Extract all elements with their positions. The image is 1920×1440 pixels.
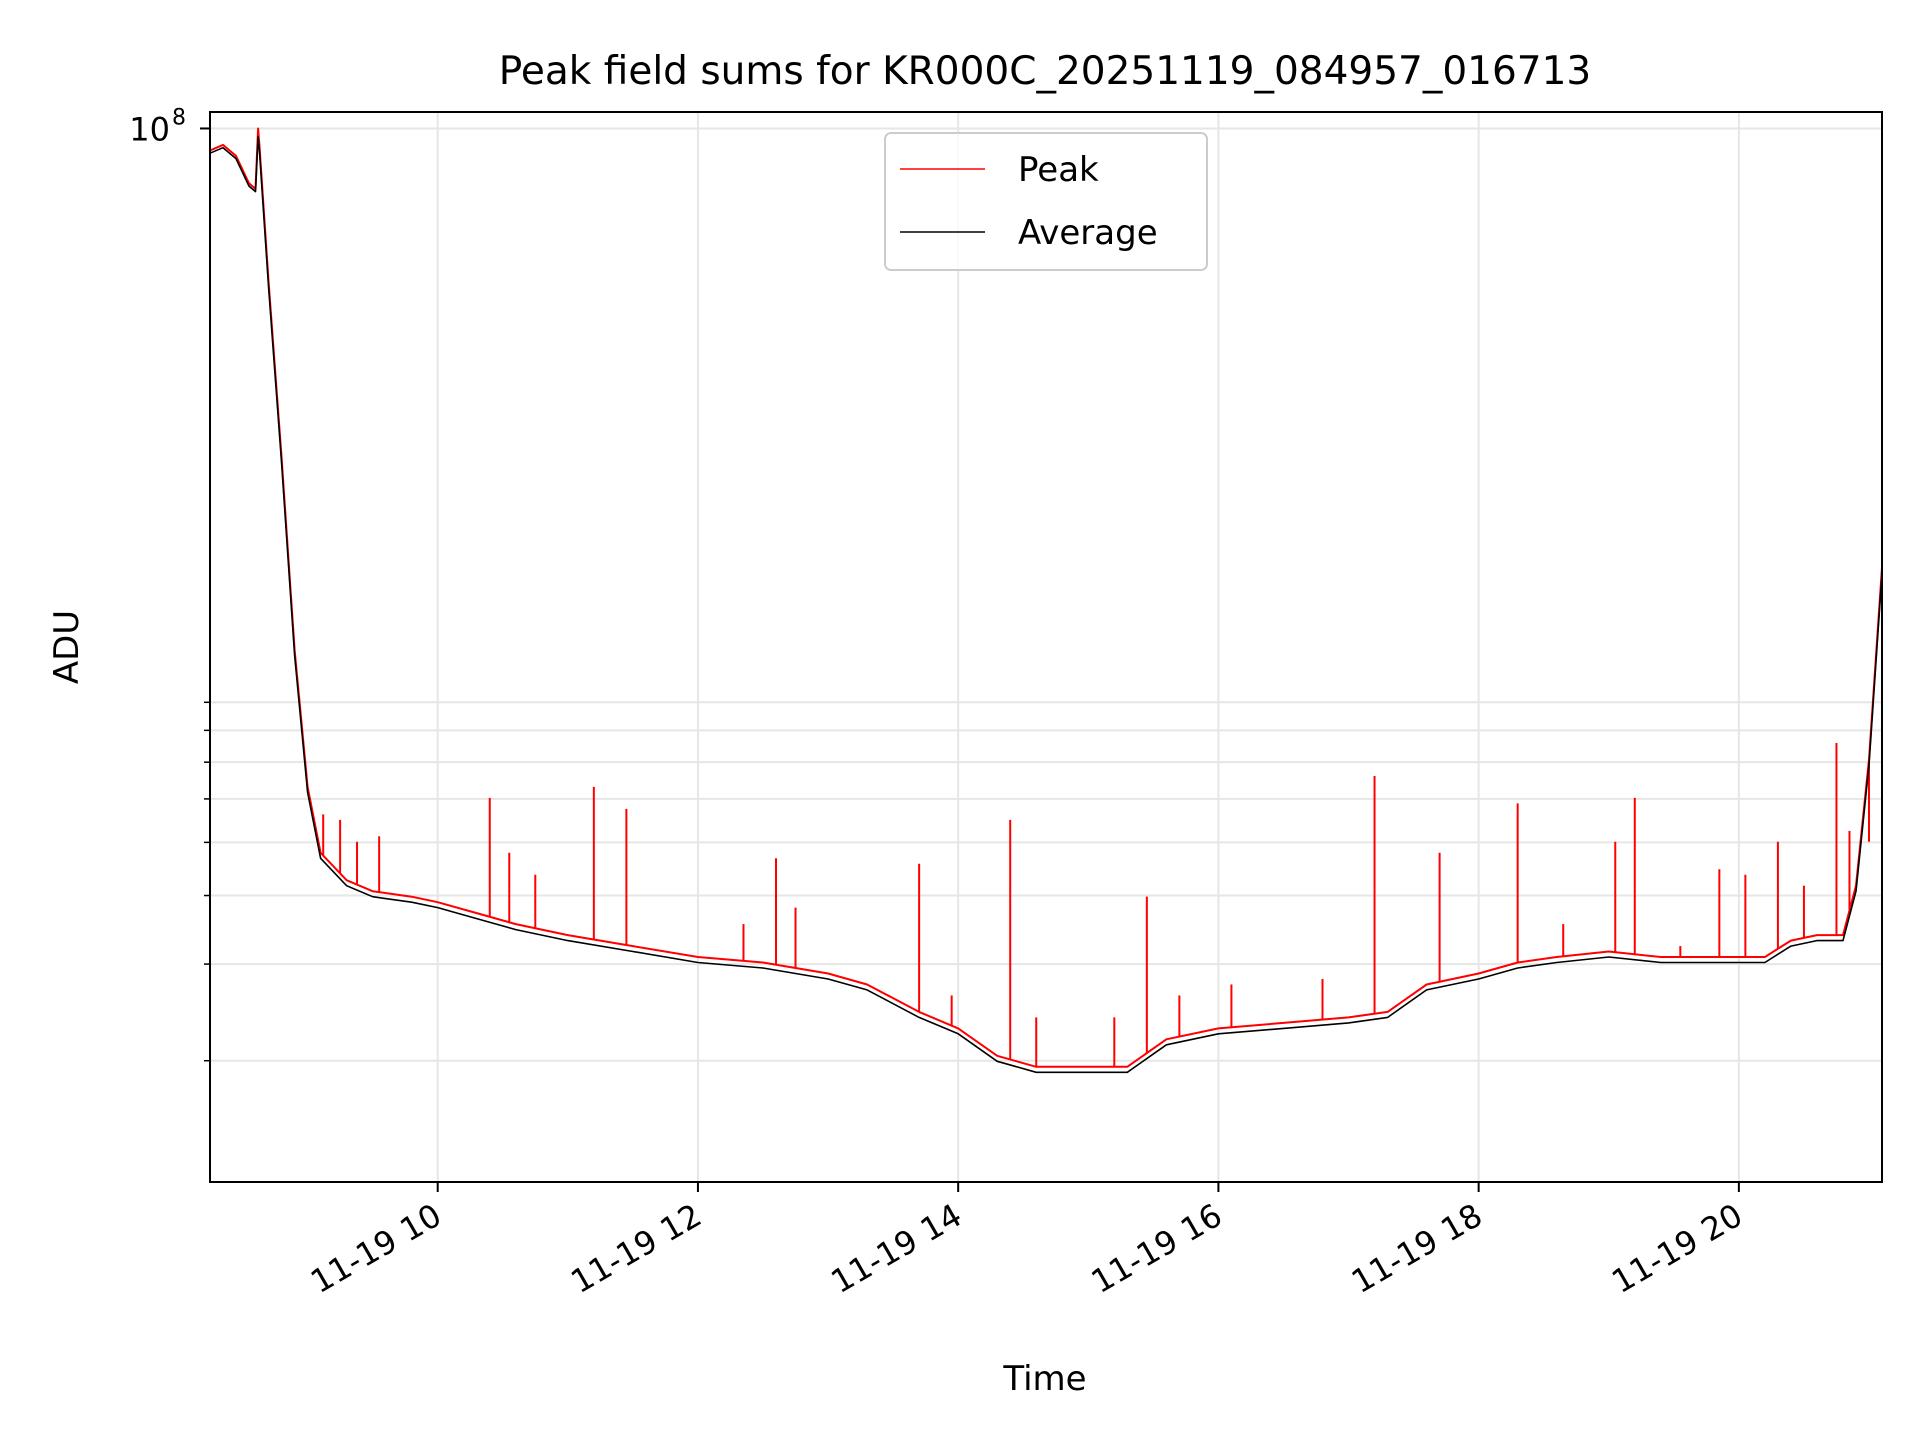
y-axis: 10 8 [129, 105, 210, 1062]
legend-label-average: Average [1018, 213, 1158, 253]
y-axis-label: ADU [47, 610, 87, 684]
y-tick-label-base: 10 [129, 110, 170, 148]
legend-label-peak: Peak [1018, 150, 1099, 190]
chart-title: Peak field sums for KR000C_20251119_0849… [499, 49, 1591, 94]
legend: Peak Average [884, 132, 1208, 271]
legend-box [884, 132, 1208, 271]
series-line-average [210, 135, 1882, 1074]
axes-frame [209, 111, 1883, 1183]
y-tick-label-exponent: 8 [172, 105, 186, 130]
grid [210, 112, 1882, 1182]
x-axis-label: Time [1002, 1359, 1086, 1399]
